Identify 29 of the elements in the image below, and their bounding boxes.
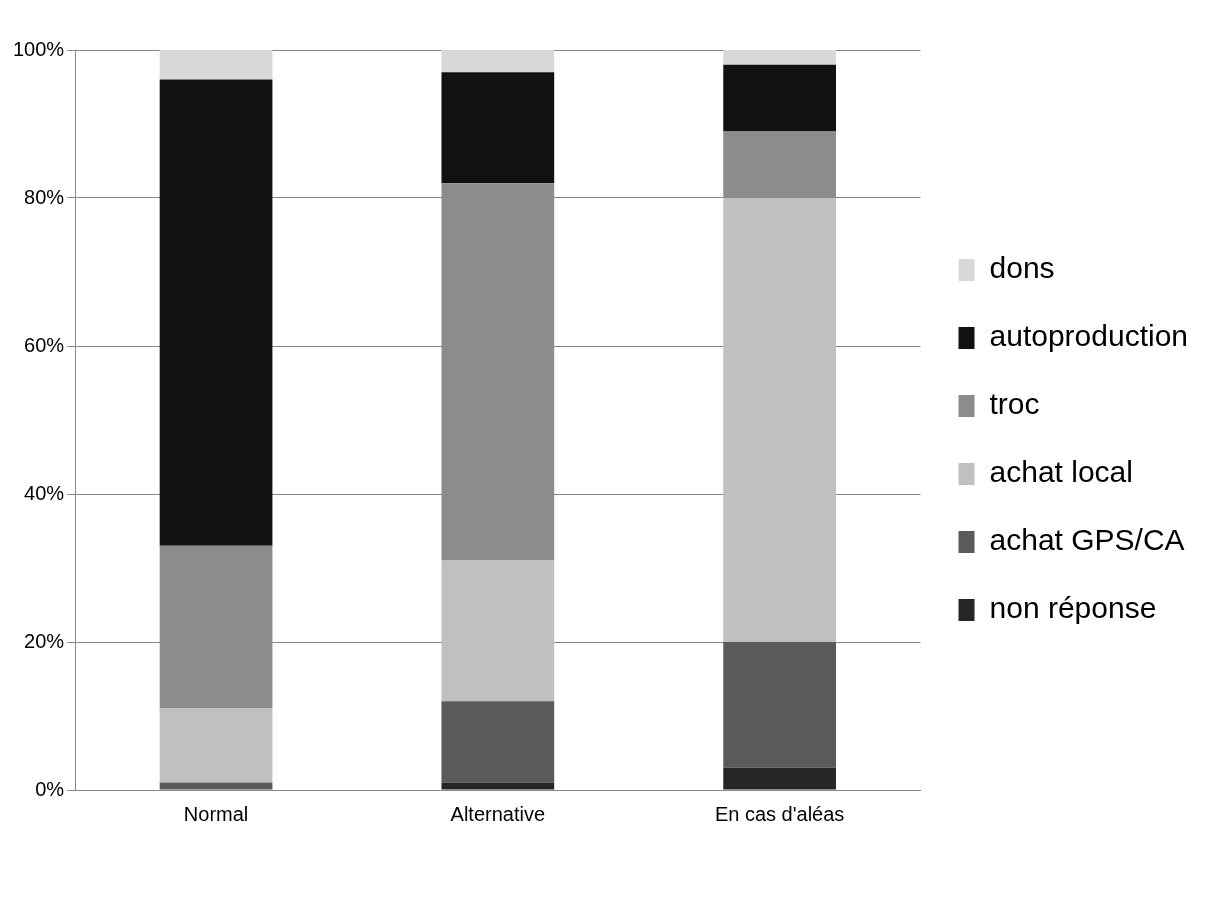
y-tick-label: 60% bbox=[24, 333, 65, 356]
bar bbox=[441, 50, 555, 73]
bar bbox=[723, 767, 836, 790]
bar bbox=[441, 782, 555, 790]
legend-label: achat GPS/CA bbox=[989, 523, 1185, 557]
bar bbox=[723, 642, 836, 768]
bar bbox=[159, 79, 273, 546]
bar bbox=[723, 64, 836, 132]
x-tick-label: Normal bbox=[183, 802, 249, 825]
bar bbox=[159, 708, 273, 783]
legend-label: dons bbox=[989, 251, 1055, 285]
legend-label: achat local bbox=[989, 455, 1133, 489]
y-tick-label: 0% bbox=[35, 777, 65, 800]
x-tick-label: En cas d'aléas bbox=[714, 802, 845, 825]
y-tick-label: 20% bbox=[24, 629, 65, 652]
legend-label: non réponse bbox=[989, 591, 1157, 625]
legend-label: troc bbox=[989, 387, 1040, 421]
x-tick-label: Alternative bbox=[450, 802, 546, 825]
bar bbox=[723, 50, 836, 65]
bar bbox=[441, 701, 555, 783]
bar bbox=[159, 782, 273, 790]
y-tick-label: 40% bbox=[24, 481, 65, 504]
bar bbox=[159, 50, 273, 80]
bar bbox=[723, 198, 836, 642]
y-tick-label: 80% bbox=[24, 185, 65, 208]
legend-label: autoproduction bbox=[989, 319, 1189, 353]
bar bbox=[441, 72, 555, 184]
y-tick-label: 100% bbox=[13, 37, 65, 60]
bar bbox=[441, 560, 555, 702]
